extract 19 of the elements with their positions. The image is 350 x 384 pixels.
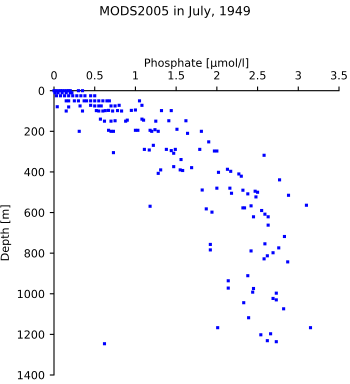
x-tick-label: 0 [51,71,57,80]
y-tick-label: 400 [24,168,44,176]
y-tick-label: 1000 [18,290,44,298]
y-tick-label: 1400 [18,370,44,380]
x-tick-label: 1.5 [168,71,184,80]
y-tick-label: 600 [24,208,44,217]
x-tick-label: 2.5 [250,71,266,80]
y-tick-label: 0 [38,86,44,96]
y-axis-title: Depth [m] [0,205,12,260]
x-tick-label: 2 [214,71,220,80]
x-tick-label: 0.5 [86,71,103,80]
y-tick-label: 1200 [18,330,44,339]
x-tick-label: 3.5 [331,71,347,80]
x-axis-title: Phosphate [µmol/l] [144,58,248,70]
x-tick-label: 3 [296,71,301,80]
x-tick-label: 1 [133,71,138,80]
y-tick-label: 200 [24,127,44,136]
chart-title: MODS2005 in July, 1949 [100,6,250,18]
y-tick-label: 800 [24,249,44,258]
